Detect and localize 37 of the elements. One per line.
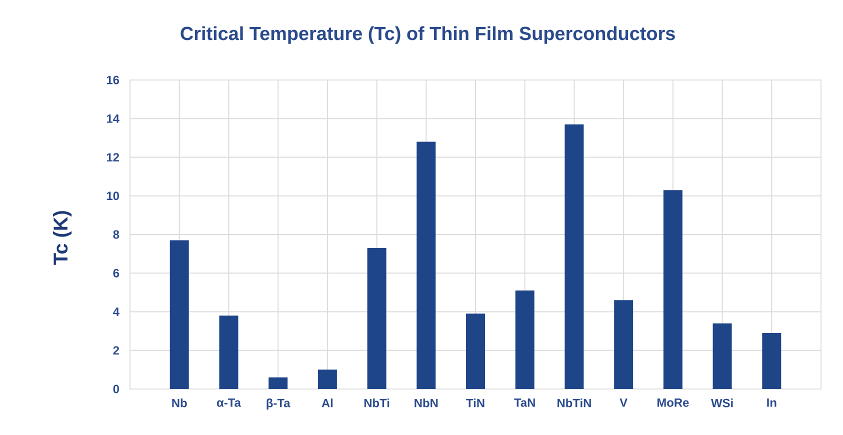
- y-tick-label: 6: [113, 268, 120, 278]
- y-tick-label: 8: [113, 230, 120, 239]
- bar: [170, 240, 189, 389]
- bar: [515, 290, 534, 389]
- bar: [564, 124, 584, 389]
- y-tick-label: 14: [106, 114, 120, 123]
- x-tick-label: TiN: [466, 398, 484, 408]
- x-tick-label: α-Ta: [216, 398, 241, 407]
- bar: [762, 332, 782, 389]
- x-tick-label: In: [767, 398, 776, 407]
- bar: [367, 248, 386, 389]
- x-tick-label: NbTiN: [558, 398, 591, 408]
- x-tick-label: WSi: [711, 398, 733, 408]
- x-tick-label: V: [620, 398, 628, 407]
- bar: [416, 142, 436, 389]
- x-tick-label: Al: [322, 398, 333, 408]
- y-tick-label: 10: [106, 192, 119, 200]
- y-tick-label: 2: [113, 346, 120, 355]
- y-tick-label: 16: [106, 76, 120, 84]
- x-tick-label: TaN: [514, 398, 535, 407]
- x-tick-label: Nb: [172, 398, 187, 408]
- y-tick-label: 12: [106, 153, 120, 162]
- bar: [614, 300, 634, 389]
- y-tick-label: 0: [113, 384, 119, 394]
- bar: [318, 370, 337, 389]
- bar: [268, 377, 288, 389]
- x-tick-label: MoRe: [657, 398, 689, 407]
- x-tick-label: NbN: [414, 398, 438, 408]
- bar: [712, 323, 732, 389]
- bar: [466, 314, 486, 389]
- chart-title: Critical Temperature (Tc) of Thin Film Superconductors: [180, 26, 675, 44]
- bar: [663, 190, 682, 389]
- x-tick-label: β-Ta: [266, 398, 290, 410]
- x-tick-label: NbTi: [364, 398, 390, 408]
- y-axis-title: Tc (K): [53, 211, 72, 265]
- bar: [219, 316, 238, 389]
- y-tick-label: 4: [113, 308, 120, 316]
